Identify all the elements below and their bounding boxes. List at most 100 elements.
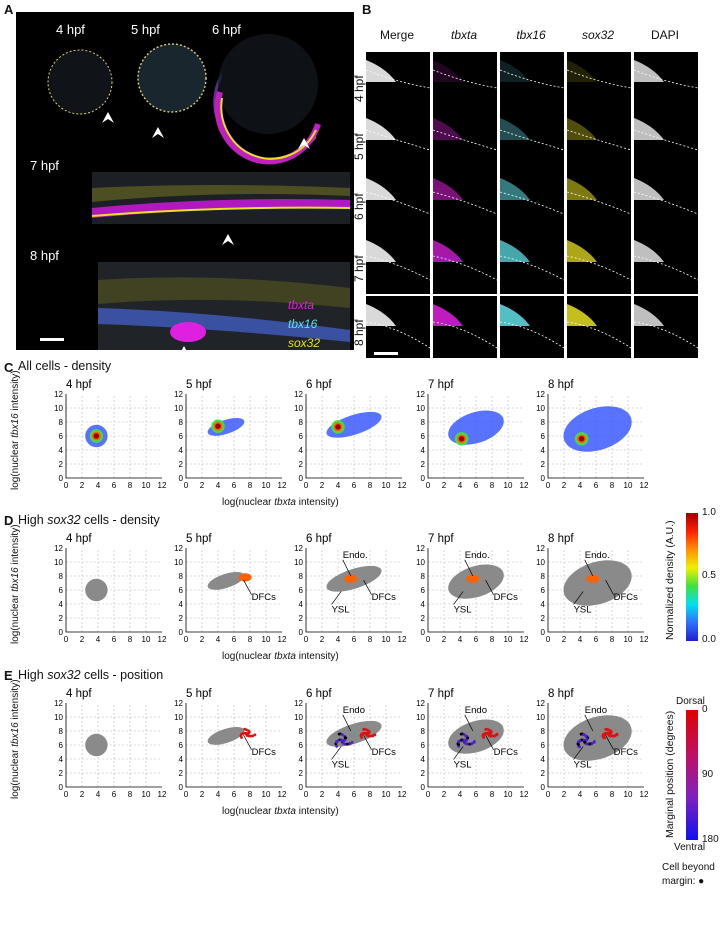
- y-tick-label: 0: [421, 474, 426, 483]
- axes-frame: [547, 548, 644, 633]
- x-tick-label: 8: [128, 635, 133, 644]
- x-axis-label-e: log(nuclear tbxta intensity): [222, 806, 339, 817]
- y-tick-label: 0: [299, 474, 304, 483]
- y-tick-label: 2: [59, 460, 64, 469]
- y-tick-label: 0: [541, 474, 546, 483]
- x-tick-label: 4: [336, 481, 341, 490]
- x-tick-label: 8: [128, 790, 133, 799]
- annotation-dfcs: DFCs: [494, 747, 519, 758]
- annotation-ysl: YSL: [454, 604, 472, 615]
- annotation-leader: [363, 580, 372, 595]
- plot-title: 8 hpf: [548, 688, 574, 700]
- x-tick-label: 12: [278, 790, 287, 799]
- thumb-r3-c1: [433, 232, 497, 294]
- annotation-leader: [453, 591, 464, 605]
- annotation-dfcs: DFCs: [494, 592, 519, 603]
- x-tick-label: 2: [80, 481, 85, 490]
- y-tick-label: 6: [541, 741, 546, 750]
- stage-label-8hpf: 8 hpf: [30, 248, 59, 263]
- density-hotspot: [466, 574, 480, 583]
- y-tick-label: 6: [299, 586, 304, 595]
- x-tick-label: 0: [184, 790, 189, 799]
- annotation-leader: [464, 559, 474, 577]
- ventral-cell-point: [577, 743, 580, 746]
- y-tick-label: 0: [179, 628, 184, 637]
- row-label-0: 4 hpf: [352, 75, 366, 102]
- annotation-endo: Endo.: [465, 550, 490, 561]
- density-hotspot: [344, 574, 358, 583]
- x-tick-label: 10: [504, 481, 513, 490]
- x-tick-label: 6: [112, 635, 117, 644]
- y-tick-label: 10: [416, 713, 425, 722]
- x-tick-label: 8: [248, 790, 253, 799]
- density-tick-1: 1.0: [702, 507, 716, 518]
- plot-title: 5 hpf: [186, 688, 212, 700]
- scatter-plot-D-1: 5 hpf 00 2 2 4 4 6 6 8 8 10 10 12 12 DFCs: [174, 533, 287, 644]
- thumb-r2-c3: [567, 170, 631, 232]
- x-tick-label: 0: [426, 481, 431, 490]
- thumb-r1-c4: [634, 110, 698, 172]
- density-tick-0: 0.0: [702, 634, 716, 645]
- x-tick-label: 10: [504, 635, 513, 644]
- plot-title: 5 hpf: [186, 379, 212, 391]
- scatter-plot-C-0: 4 hpf 00 2 2 4 4 6 6 8 8 10 10 12 12: [54, 379, 167, 490]
- y-tick-label: 2: [299, 460, 304, 469]
- annotation-leader: [331, 591, 342, 605]
- x-tick-label: 8: [368, 790, 373, 799]
- cell-cloud: [563, 715, 632, 761]
- y-tick-label: 10: [294, 404, 303, 413]
- y-tick-label: 4: [59, 446, 64, 455]
- x-tick-label: 6: [594, 790, 599, 799]
- dorsal-cell-point: [615, 732, 619, 736]
- y-tick-label: 6: [421, 741, 426, 750]
- y-tick-label: 8: [179, 572, 184, 581]
- panel-letter-b: B: [362, 2, 372, 17]
- annotation-dfcs: DFCs: [252, 747, 277, 758]
- plot-title: 7 hpf: [428, 379, 454, 391]
- ventral-cell-point: [341, 733, 344, 737]
- stage-label-4hpf: 4 hpf: [56, 22, 85, 37]
- dorsal-cell-point: [493, 734, 497, 737]
- y-tick-label: 4: [299, 446, 304, 455]
- thumb-r3-c3: [567, 232, 631, 294]
- y-tick-label: 10: [54, 404, 63, 413]
- embryo-5hpf: [137, 43, 207, 113]
- annotation-leader: [331, 746, 342, 760]
- thumb-r3-c0: [366, 232, 430, 294]
- y-tick-label: 6: [541, 586, 546, 595]
- density-tick-05: 0.5: [702, 570, 716, 581]
- ventral-cell-point: [470, 741, 474, 745]
- x-tick-label: 4: [336, 635, 341, 644]
- row-label-2: 6 hpf: [352, 193, 366, 220]
- axes-frame: [427, 548, 524, 633]
- cell-cloud: [85, 733, 108, 757]
- scatter-plot-E-1: 5 hpf 00 2 2 4 4 6 6 8 8 10 10 12 12 DFCs: [174, 688, 287, 799]
- plot-title: 8 hpf: [548, 379, 574, 391]
- thumb-r2-c1: [433, 170, 497, 232]
- x-tick-label: 8: [248, 635, 253, 644]
- annotation-endo: Endo: [465, 705, 487, 716]
- y-tick-label: 8: [299, 418, 304, 427]
- y-tick-label: 0: [179, 474, 184, 483]
- scatter-plot-C-4: 8 hpf 00 2 2 4 4 6 6 8 8 10 10 12 12: [536, 379, 649, 490]
- y-tick-label: 0: [299, 628, 304, 637]
- beyond-margin-label-2: margin: ●: [662, 876, 705, 887]
- ventral-cell-point: [465, 742, 469, 746]
- y-tick-label: 0: [421, 783, 426, 792]
- y-tick-label: 2: [299, 769, 304, 778]
- position-colorbar: [686, 710, 698, 840]
- y-tick-label: 4: [299, 600, 304, 609]
- ventral-cell-point: [583, 740, 587, 744]
- x-tick-label: 4: [216, 635, 221, 644]
- density-hotspot: [238, 573, 252, 582]
- density-peak: [215, 423, 221, 429]
- thumb-r0-c1: [433, 52, 497, 114]
- y-tick-label: 8: [179, 727, 184, 736]
- annotation-endo: Endo.: [343, 550, 368, 561]
- x-tick-label: 10: [262, 481, 271, 490]
- annotation-leader: [584, 559, 594, 577]
- plot-title: 5 hpf: [186, 533, 212, 545]
- y-tick-label: 0: [541, 628, 546, 637]
- panel-letter-d: D: [4, 513, 14, 528]
- x-tick-label: 0: [304, 790, 309, 799]
